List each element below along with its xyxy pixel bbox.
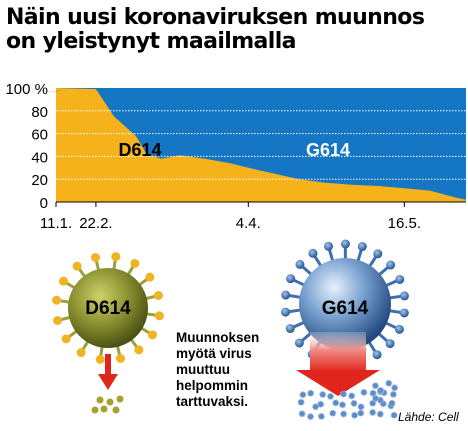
virus-label-d614: D614 [85, 298, 131, 319]
particle [112, 406, 120, 414]
particle [385, 379, 393, 387]
particle [351, 411, 359, 419]
particle [391, 384, 399, 392]
y-tick-label: 20 [31, 172, 48, 189]
particle [299, 391, 307, 399]
virus-d614 [52, 252, 164, 364]
particle [306, 413, 315, 421]
particle [369, 408, 377, 417]
caption-line-2: myötä virus [176, 346, 252, 361]
caption-line-5: tarttuvaksi. [176, 394, 249, 409]
y-tick-label: 80 [31, 104, 48, 121]
series-label-d614: D614 [118, 140, 161, 160]
x-tick-label: 11.1. [40, 215, 72, 232]
particle [332, 399, 340, 407]
x-tick-label: 22.2. [79, 215, 112, 232]
particle [340, 410, 348, 418]
particle [307, 389, 315, 397]
particle [100, 405, 108, 413]
caption: Muunnoksen myötä virus muuttuu helpommin… [176, 330, 306, 410]
particle [329, 409, 337, 417]
arrow-down-small-icon [98, 354, 118, 390]
particle [298, 410, 306, 418]
particle [372, 394, 380, 402]
particle [389, 390, 397, 398]
x-tick-label: 16.5. [388, 215, 421, 232]
caption-line-1: Muunnoksen [176, 330, 260, 345]
title-line-1: Näin uusi koronaviruksen muunnos [6, 5, 425, 30]
virus-illustration: D614 G614 [52, 239, 409, 421]
particle [339, 390, 348, 398]
particle [357, 403, 365, 411]
particle [326, 392, 335, 400]
plot-area [19, 88, 466, 203]
caption-line-4: helpommin [176, 378, 249, 393]
particle [369, 389, 377, 397]
arrow-down-large-icon [296, 332, 380, 396]
particle [390, 411, 398, 419]
particle [297, 398, 305, 406]
particles-small-cluster [91, 395, 124, 414]
particle [348, 392, 356, 400]
chart-title: Näin uusi koronaviruksen muunnos on ylei… [6, 6, 466, 54]
y-tick-label: 40 [31, 149, 48, 166]
particle [371, 382, 379, 390]
particle [350, 399, 358, 407]
x-axis: 11.1. 22.2. 4.4. 16.5. [40, 202, 421, 232]
particle [319, 390, 327, 399]
virus-label-g614: G614 [322, 298, 369, 319]
title-line-2: on yleistynyt maailmalla [6, 29, 297, 54]
particle [377, 386, 385, 395]
y-axis: 0 20 40 60 80 100 % [5, 81, 48, 212]
series-label-g614: G614 [306, 140, 350, 160]
area-d614 [19, 88, 466, 202]
particle [96, 396, 104, 404]
particle [338, 401, 347, 409]
y-tick-label: 60 [31, 127, 48, 144]
particle [376, 410, 384, 418]
particle [317, 400, 325, 408]
y-tick-label: 0 [40, 195, 48, 212]
source-note: Lähde: Cell [398, 410, 459, 424]
x-tick-label: 4.4. [236, 215, 261, 232]
particle [317, 412, 325, 420]
particle [360, 388, 368, 396]
particles-large-cluster [297, 379, 399, 421]
particle [91, 406, 99, 414]
particle [116, 395, 124, 403]
particle [106, 398, 114, 406]
particle [369, 399, 377, 407]
y-tick-label: 100 % [5, 81, 48, 98]
caption-line-3: muuttuu [176, 362, 230, 377]
particle [388, 399, 396, 407]
particle [357, 409, 365, 417]
